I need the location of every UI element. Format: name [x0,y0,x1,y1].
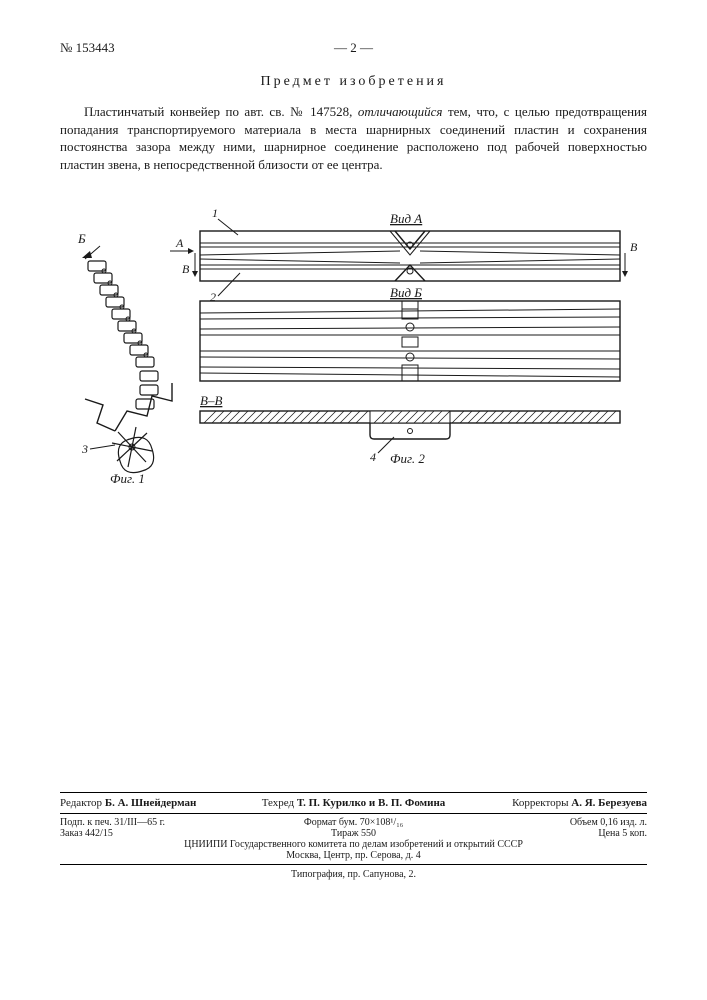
corrector-name: А. Я. Березуева [571,797,647,809]
credits-row: Редактор Б. А. Шнейдерман Техред Т. П. К… [60,792,647,814]
pub-c2: Формат бум. 70×108¹/₁₆ [256,817,452,828]
editor-name: Б. А. Шнейдерман [105,797,197,809]
subject-title: Предмет изобретения [60,74,647,90]
label-vid-a: Вид А [390,211,422,226]
label-b-left: Б [77,231,86,246]
footer-block: Редактор Б. А. Шнейдерман Техред Т. П. К… [60,792,647,880]
ref-3: 3 [81,442,88,456]
editor-cell: Редактор Б. А. Шнейдерман [60,797,256,809]
label-sec-bb: В–В [200,393,222,408]
corrector-label: Корректоры [512,797,568,809]
view-a-group [82,219,628,296]
figure-svg: Вид А Вид Б В–В Фиг. 1 Фиг. 2 Б А В В 1 … [60,201,647,491]
label-fig2: Фиг. 2 [390,451,425,466]
header-row: № 153443 — 2 — № 153443 [60,40,647,56]
techred-name: Т. П. Курилко и В. П. Фомина [297,797,445,809]
claim-distinguish: отличающийся [358,104,443,119]
page-number: — 2 — [115,40,593,56]
view-b-group [200,301,620,381]
label-vid-b: Вид Б [390,285,422,300]
pub-c1: Подп. к печ. 31/III—65 г. [60,817,256,828]
imprint: Типография, пр. Сапунова, 2. [60,865,647,880]
pubinfo-block: Подп. к печ. 31/III—65 г. Формат бум. 70… [60,814,647,865]
pub2-c1: Заказ 442/15 [60,828,256,839]
ref-4: 4 [370,450,376,464]
label-a-tick: А [175,236,184,250]
claim-paragraph: Пластинчатый конвейер по авт. св. № 1475… [60,103,647,173]
pub2-c3: Цена 5 коп. [451,828,647,839]
pub-org: ЦНИИПИ Государственного комитета по дела… [60,839,647,850]
section-bb-group [200,411,620,453]
pub-addr: Москва, Центр, пр. Серова, д. 4 [60,850,647,861]
corrector-cell: Корректоры А. Я. Березуева [451,797,647,809]
pub-c3: Объем 0,16 изд. л. [451,817,647,828]
page: № 153443 — 2 — № 153443 Предмет изобрете… [0,0,707,1000]
techred-label: Техред [262,797,294,809]
ref-1: 1 [212,206,218,220]
ref-2: 2 [210,290,216,304]
label-b-tick-r: В [630,240,638,254]
figure-area: Вид А Вид Б В–В Фиг. 1 Фиг. 2 Б А В В 1 … [60,201,647,496]
doc-number: № 153443 [60,40,115,56]
label-fig1: Фиг. 1 [110,471,145,486]
pub2-c2: Тираж 550 [256,828,452,839]
claim-lead: Пластинчатый конвейер по авт. св. № 1475… [84,104,358,119]
label-b-tick-l: В [182,262,190,276]
pubinfo-row1: Подп. к печ. 31/III—65 г. Формат бум. 70… [60,817,647,828]
techred-cell: Техред Т. П. Курилко и В. П. Фомина [256,797,452,809]
editor-label: Редактор [60,797,102,809]
pubinfo-row2: Заказ 442/15 Тираж 550 Цена 5 коп. [60,828,647,839]
fig1-group [85,261,172,473]
